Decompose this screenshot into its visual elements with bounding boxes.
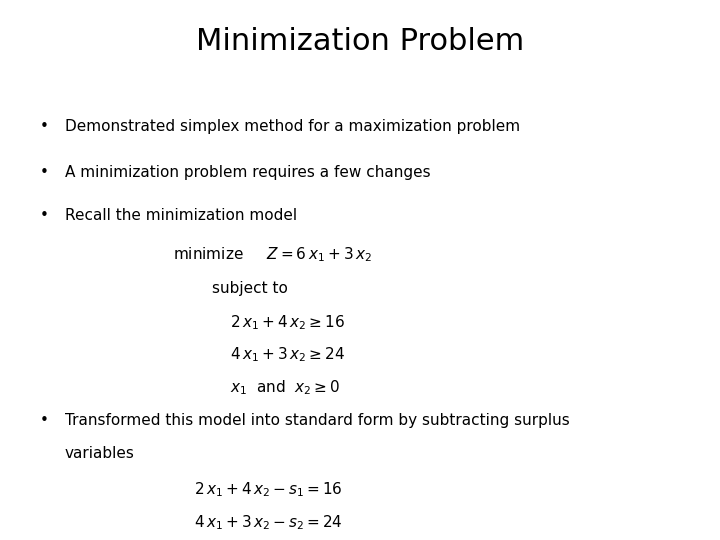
Text: •: •	[40, 165, 48, 180]
Text: variables: variables	[65, 446, 135, 461]
Text: $2\, x_1 + 4\, x_2 - s_1 = 16$: $2\, x_1 + 4\, x_2 - s_1 = 16$	[194, 481, 343, 500]
Text: •: •	[40, 413, 48, 428]
Text: Demonstrated simplex method for a maximization problem: Demonstrated simplex method for a maximi…	[65, 119, 520, 134]
Text: A minimization problem requires a few changes: A minimization problem requires a few ch…	[65, 165, 431, 180]
Text: $2\, x_1 + 4\, x_2 \geq 16$: $2\, x_1 + 4\, x_2 \geq 16$	[230, 313, 345, 332]
Text: $4\, x_1 + 3\, x_2 \geq 24$: $4\, x_1 + 3\, x_2 \geq 24$	[230, 346, 345, 365]
Text: Minimization Problem: Minimization Problem	[196, 27, 524, 56]
Text: subject to: subject to	[212, 281, 288, 296]
Text: minimize     $Z = 6\, x_1 + 3\, x_2$: minimize $Z = 6\, x_1 + 3\, x_2$	[173, 246, 372, 265]
Text: Transformed this model into standard form by subtracting surplus: Transformed this model into standard for…	[65, 413, 570, 428]
Text: •: •	[40, 208, 48, 223]
Text: $4\, x_1 + 3\, x_2 - s_2 = 24$: $4\, x_1 + 3\, x_2 - s_2 = 24$	[194, 513, 343, 532]
Text: Recall the minimization model: Recall the minimization model	[65, 208, 297, 223]
Text: $x_1$  and  $x_2 \geq 0$: $x_1$ and $x_2 \geq 0$	[230, 378, 341, 397]
Text: •: •	[40, 119, 48, 134]
